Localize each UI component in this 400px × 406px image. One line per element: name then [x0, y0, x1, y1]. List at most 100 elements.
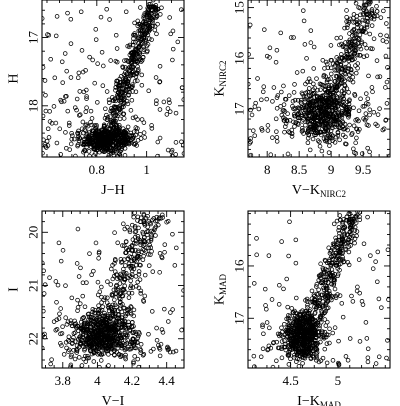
star-point [332, 140, 338, 145]
star-point [284, 316, 289, 322]
star-point [131, 359, 136, 364]
star-point [328, 83, 334, 88]
star-point [327, 143, 332, 148]
star-point [56, 240, 62, 246]
star-point [290, 322, 296, 328]
star-point [312, 318, 318, 323]
star-point [80, 119, 86, 125]
star-point [337, 75, 343, 81]
star-point [310, 335, 315, 340]
star-point [282, 124, 288, 129]
star-point [161, 99, 167, 105]
star-point [87, 331, 92, 336]
star-point [293, 105, 298, 111]
star-point [118, 97, 124, 102]
star-point [323, 121, 328, 126]
star-point [95, 61, 100, 66]
star-point [126, 141, 132, 147]
star-point [131, 307, 137, 313]
star-point [133, 33, 138, 38]
star-point [325, 90, 331, 95]
star-point [82, 304, 88, 310]
star-point [286, 93, 292, 98]
star-point [296, 325, 302, 331]
star-point [96, 256, 101, 261]
star-point [300, 322, 306, 327]
star-point [125, 66, 131, 71]
star-point [111, 273, 117, 279]
star-point [348, 54, 353, 59]
star-point [385, 338, 390, 343]
star-point [311, 299, 317, 305]
star-point [124, 84, 129, 90]
star-point [304, 296, 310, 302]
star-point [114, 304, 119, 309]
star-point [106, 122, 112, 127]
star-point [359, 39, 365, 45]
star-point [251, 353, 257, 359]
star-point [68, 364, 73, 368]
star-point [287, 219, 292, 225]
star-point [316, 273, 322, 278]
star-point [141, 351, 147, 357]
star-point [347, 122, 352, 128]
star-point [313, 102, 319, 108]
star-point [353, 63, 358, 68]
star-point [352, 93, 358, 98]
star-point [81, 344, 86, 349]
x-tick-label: 1 [143, 162, 150, 177]
star-point [354, 135, 359, 141]
star-point [352, 48, 358, 53]
star-point [293, 332, 299, 337]
star-point [167, 109, 173, 114]
star-point [53, 279, 59, 284]
star-point [148, 221, 154, 227]
star-point [154, 338, 160, 343]
y-tick-label: 20 [26, 226, 41, 239]
star-point [337, 80, 343, 86]
star-point [79, 363, 85, 368]
star-point [121, 80, 126, 85]
star-point [174, 245, 179, 251]
x-axis-label: V−I [102, 394, 125, 406]
star-point [339, 112, 345, 118]
star-point [121, 104, 126, 109]
star-point [58, 152, 63, 157]
star-point [347, 31, 352, 36]
star-point [346, 39, 351, 45]
star-point [339, 237, 345, 243]
star-point [291, 327, 297, 332]
star-point [76, 274, 82, 279]
star-point [325, 305, 331, 311]
star-point [373, 259, 378, 264]
star-point [123, 356, 128, 362]
star-point [311, 348, 316, 354]
star-point [362, 103, 367, 109]
star-point [156, 342, 161, 348]
star-point [279, 325, 284, 330]
x-axis-label: J−H [101, 183, 124, 198]
plot-frame [247, 210, 391, 369]
star-point [133, 39, 138, 45]
star-point [252, 364, 257, 368]
star-point [333, 257, 339, 263]
star-point [42, 137, 46, 143]
star-point [334, 68, 339, 73]
star-point [128, 108, 134, 113]
star-point [350, 74, 356, 80]
star-point [110, 340, 115, 345]
star-point [333, 107, 338, 113]
star-point [101, 313, 106, 319]
star-point [332, 260, 338, 266]
star-point [365, 96, 371, 102]
star-point [259, 97, 264, 103]
star-point [349, 293, 354, 299]
star-point [116, 295, 122, 301]
star-point [323, 59, 329, 65]
star-point [364, 12, 370, 17]
star-point [113, 98, 118, 104]
star-point [313, 132, 318, 137]
star-point [370, 89, 375, 95]
star-point [89, 128, 95, 133]
